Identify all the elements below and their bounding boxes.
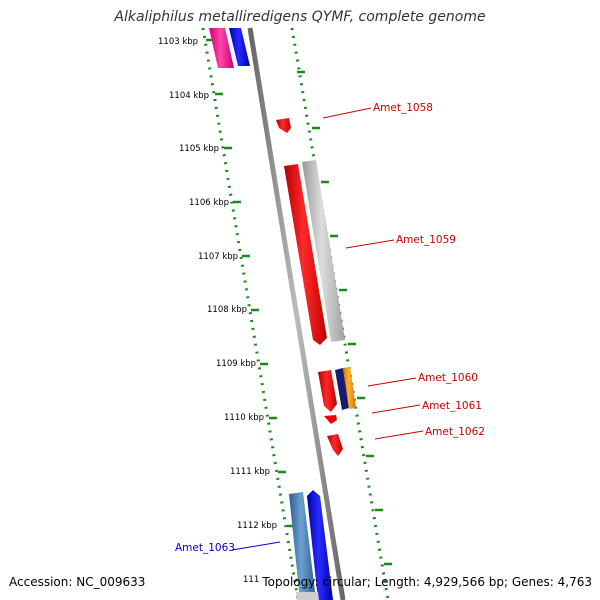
gene-amet-1061[interactable] (335, 368, 349, 410)
gene-label-amet-1060[interactable]: Amet_1060 (418, 372, 478, 384)
gene-label-amet-1058[interactable]: Amet_1058 (373, 102, 433, 114)
gene-amet-1059[interactable] (284, 164, 327, 345)
right-tick-marks (297, 70, 392, 566)
topology-summary: Topology: circular; Length: 4,929,566 bp… (262, 575, 592, 589)
gene-amet-1062[interactable] (327, 434, 343, 456)
tick-label: 1105 kbp (179, 144, 219, 154)
tick-label: 1108 kbp (207, 305, 247, 315)
tick-label: 1109 kbp (216, 359, 256, 369)
gene-label-amet-1062[interactable]: Amet_1062 (425, 426, 485, 438)
blue-feature-bottom[interactable] (307, 490, 333, 600)
gene-label-amet-1061[interactable]: Amet_1061 (422, 400, 482, 412)
tick-label: 1111 kbp (230, 467, 270, 477)
tick-label: 1104 kbp (169, 91, 209, 101)
gene-labels: Amet_1058 Amet_1059 Amet_1060 Amet_1061 … (175, 102, 485, 554)
grey-feature-bottom (296, 592, 319, 600)
genome-title: Alkaliphilus metalliredigens QYMF, compl… (114, 9, 486, 25)
tick-label: 1107 kbp (198, 252, 238, 262)
tick-label: 1103 kbp (158, 37, 198, 47)
gene-label-amet-1063[interactable]: Amet_1063 (175, 542, 235, 554)
gene-amet-1063[interactable] (289, 492, 316, 600)
small-red-feature[interactable] (324, 415, 337, 424)
tick-label: 1106 kbp (189, 198, 229, 208)
genome-backbone (247, 27, 346, 600)
tick-label: 1110 kbp (224, 413, 264, 423)
orange-feature-1061[interactable] (343, 367, 356, 409)
gene-amet-1058[interactable] (276, 118, 291, 133)
gene-amet-1060[interactable] (318, 370, 337, 412)
accession-text: Accession: NC_009633 (9, 575, 146, 589)
magenta-feature[interactable] (209, 28, 234, 68)
grey-feature-1059[interactable] (302, 160, 345, 342)
tick-label: 1112 kbp (237, 521, 277, 531)
gene-label-amet-1059[interactable]: Amet_1059 (396, 234, 456, 246)
blue-feature-top[interactable] (229, 28, 250, 66)
left-dotted-track (201, 27, 300, 600)
tick-label: 111 (243, 575, 259, 585)
tick-labels: 1103 kbp 1104 kbp 1105 kbp 1106 kbp 1107… (158, 37, 277, 585)
